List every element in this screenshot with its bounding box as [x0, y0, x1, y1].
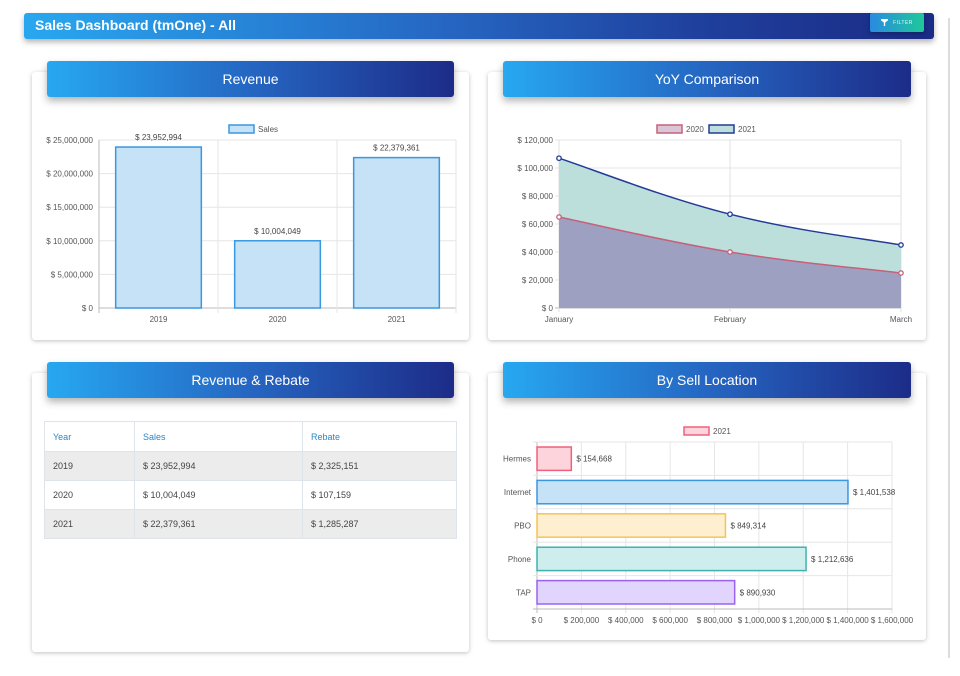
y-tick-label: $ 60,000 [522, 220, 554, 229]
legend-swatch-2021 [708, 124, 735, 134]
rebate-card-header: Revenue & Rebate [47, 362, 454, 398]
y-tick-label: $ 0 [542, 304, 554, 313]
cell-year: 2021 [44, 509, 135, 539]
bar-2021 [352, 156, 441, 309]
x-tick-label: $ 400,000 [608, 616, 644, 625]
table-row: 2020 $ 10,004,049 $ 107,159 [44, 480, 457, 510]
data-label: $ 890,930 [740, 588, 776, 597]
bar-Internet [536, 479, 849, 505]
data-label: $ 22,379,361 [373, 144, 420, 153]
y-tick-label: $ 20,000,000 [46, 170, 93, 179]
data-label: $ 1,212,636 [811, 555, 854, 564]
dashboard-title: Sales Dashboard (tmOne) - All [35, 17, 236, 33]
legend-label-2020: 2020 [686, 125, 704, 134]
cell-year: 2020 [44, 480, 135, 510]
data-label: $ 154,668 [576, 455, 612, 464]
y-tick-label: Hermes [503, 455, 531, 464]
cell-sales: $ 22,379,361 [134, 509, 303, 539]
data-label: $ 849,314 [730, 522, 766, 531]
y-tick-label: $ 80,000 [522, 192, 554, 201]
page-scrollbar-edge [948, 18, 950, 658]
table-row: 2021 $ 22,379,361 $ 1,285,287 [44, 509, 457, 539]
x-tick-label: $ 800,000 [697, 616, 733, 625]
y-tick-label: $ 10,000,000 [46, 237, 93, 246]
y-tick-label: $ 0 [82, 304, 94, 313]
point-2020 [556, 214, 562, 220]
y-tick-label: $ 20,000 [522, 276, 554, 285]
legend-label-2021: 2021 [738, 125, 756, 134]
rebate-table: Year Sales Rebate 2019 $ 23,952,994 $ 2,… [44, 421, 457, 539]
point-2021 [898, 242, 904, 248]
y-tick-label: $ 15,000,000 [46, 203, 93, 212]
bar-PBO [536, 513, 727, 538]
cell-sales: $ 23,952,994 [134, 451, 303, 481]
cell-rebate: $ 2,325,151 [302, 451, 457, 481]
x-tick-label: $ 200,000 [564, 616, 600, 625]
legend-swatch-2020 [656, 124, 683, 134]
y-tick-label: $ 5,000,000 [51, 270, 94, 279]
point-2020 [898, 270, 904, 276]
x-tick-label: $ 1,000,000 [738, 616, 781, 625]
y-tick-label: TAP [516, 588, 531, 597]
table-header-row: Year Sales Rebate [44, 421, 457, 452]
filter-icon [881, 19, 889, 26]
x-tick-label: $ 1,600,000 [871, 616, 914, 625]
point-2021 [727, 211, 733, 218]
cell-sales: $ 10,004,049 [134, 480, 303, 510]
column-header-sales[interactable]: Sales [134, 421, 303, 452]
bar-TAP [536, 579, 736, 605]
dashboard-header: Sales Dashboard (tmOne) - All FILTER [24, 13, 934, 39]
x-tick-label: $ 1,200,000 [782, 616, 825, 625]
yoy-card-header: YoY Comparison [503, 61, 911, 97]
y-tick-label: Phone [508, 555, 532, 564]
y-tick-label: $ 120,000 [517, 136, 553, 145]
point-2021 [556, 155, 562, 162]
area-2020 [559, 217, 901, 308]
legend-swatch-sales [228, 124, 255, 134]
column-header-year[interactable]: Year [44, 421, 135, 452]
table-row: 2019 $ 23,952,994 $ 2,325,151 [44, 451, 457, 481]
cell-rebate: $ 107,159 [302, 480, 457, 510]
x-tick-label: 2021 [388, 315, 406, 324]
column-header-rebate[interactable]: Rebate [302, 421, 457, 452]
data-label: $ 23,952,994 [135, 133, 182, 142]
x-tick-label: 2020 [269, 315, 287, 324]
revenue-chart: Sales $ 0 $ 5,000,000 $ 10,000,000 $ 15,000,… [46, 124, 457, 324]
x-tick-label: $ 0 [531, 616, 543, 625]
x-tick-label: $ 1,400,000 [826, 616, 869, 625]
cell-year: 2019 [44, 451, 135, 481]
y-tick-label: $ 100,000 [517, 164, 553, 173]
y-tick-label: Internet [504, 488, 532, 497]
x-tick-label: $ 600,000 [652, 616, 688, 625]
y-tick-label: PBO [514, 522, 531, 531]
bar-Hermes [536, 446, 573, 472]
yoy-chart: 2020 2021 $ 0 $ 20,000 $ 40,000 $ 60,000 $ 80,… [517, 124, 912, 324]
x-tick-label: January [545, 315, 573, 324]
y-tick-label: $ 40,000 [522, 248, 554, 257]
location-chart: 2021 $ 0 $ 200,000 $ 400,000 $ 600,000 $ 800,… [503, 426, 914, 625]
bar-2020 [233, 240, 322, 309]
bar-Phone [536, 546, 807, 572]
x-tick-label: February [714, 315, 746, 324]
x-tick-label: March [890, 315, 912, 324]
point-2020 [727, 249, 733, 255]
x-tick-label: 2019 [150, 315, 168, 324]
legend-label-2021: 2021 [713, 427, 731, 436]
filter-button[interactable]: FILTER [870, 13, 924, 32]
revenue-card-header: Revenue [47, 61, 454, 97]
bar-2019 [114, 146, 203, 309]
legend-label-sales: Sales [258, 125, 278, 134]
data-label: $ 1,401,538 [853, 488, 896, 497]
y-tick-label: $ 25,000,000 [46, 136, 93, 145]
legend-swatch-2021 [683, 426, 710, 436]
location-card-header: By Sell Location [503, 362, 911, 398]
cell-rebate: $ 1,285,287 [302, 509, 457, 539]
data-label: $ 10,004,049 [254, 227, 301, 236]
filter-label: FILTER [893, 19, 913, 26]
